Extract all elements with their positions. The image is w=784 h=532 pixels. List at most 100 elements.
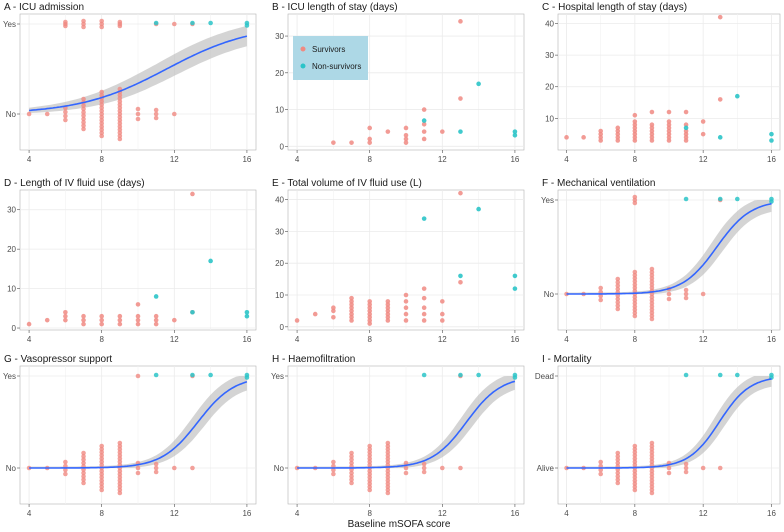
- survivor-point: [615, 286, 621, 292]
- survivor-point: [153, 469, 159, 475]
- survivor-point: [666, 296, 672, 302]
- survivor-point: [385, 129, 391, 134]
- survivor-point: [331, 463, 336, 469]
- survivor-point: [81, 110, 86, 115]
- survivor-point: [440, 318, 445, 323]
- survivor-point: [99, 321, 104, 327]
- survivor-point: [367, 468, 372, 474]
- non-survivor-point: [476, 206, 481, 212]
- panel-F: F - Mechanical ventilation 4 8 12 16 No Yes: [541, 178, 781, 344]
- survivor-point: [63, 317, 68, 323]
- survivor-point: [349, 454, 354, 459]
- survivor-point: [598, 131, 603, 137]
- survivor-point: [135, 111, 141, 117]
- survivor-point: [349, 470, 354, 476]
- survivor-point: [403, 470, 409, 476]
- non-survivor-point: [717, 135, 723, 140]
- survivor-point: [683, 291, 689, 297]
- survivor-point: [367, 475, 372, 480]
- survivor-point: [367, 308, 372, 314]
- survivor-point: [81, 474, 86, 479]
- confidence-ribbon: [566, 200, 772, 294]
- survivor-point: [81, 470, 86, 476]
- non-survivor-point: [717, 196, 723, 202]
- survivor-point: [458, 96, 463, 101]
- survivor-point: [615, 480, 621, 486]
- survivor-point: [385, 305, 391, 311]
- survivor-point: [632, 453, 638, 458]
- survivor-point: [632, 468, 638, 474]
- survivor-point: [349, 140, 354, 145]
- x-tick-label: 16: [767, 335, 776, 344]
- x-tick-label: 8: [633, 335, 638, 344]
- y-tick-label: 30: [275, 32, 284, 41]
- survivor-point: [458, 279, 463, 285]
- survivor-point: [615, 280, 621, 285]
- survivor-point: [99, 89, 104, 95]
- non-survivor-point: [153, 294, 159, 299]
- survivor-point: [632, 294, 638, 300]
- panel-title: E - Total volume of IV fluid use (L): [272, 178, 422, 189]
- survivor-point: [632, 275, 638, 281]
- survivor-point: [615, 477, 621, 482]
- survivor-point: [683, 138, 689, 143]
- non-survivor-point: [512, 129, 518, 134]
- survivor-point: [598, 293, 603, 299]
- survivor-point: [99, 478, 104, 483]
- x-tick-label: 4: [564, 155, 569, 164]
- survivor-point: [81, 103, 86, 108]
- survivor-point: [99, 99, 104, 104]
- survivor-point: [99, 459, 104, 465]
- y-tick-label: 0: [12, 324, 17, 333]
- panel-title: I - Mortality: [542, 354, 591, 365]
- panel-title: H - Haemofiltration: [272, 354, 355, 365]
- survivor-point: [385, 311, 391, 317]
- non-survivor-point: [458, 273, 463, 279]
- survivor-point: [349, 295, 354, 301]
- survivor-point: [632, 128, 638, 134]
- survivor-point: [598, 135, 603, 140]
- y-tick-label: 30: [545, 51, 554, 60]
- survivor-point: [349, 480, 354, 486]
- panel-title: A - ICU admission: [4, 2, 84, 13]
- x-tick-label: 4: [27, 335, 32, 344]
- survivor-point: [367, 318, 372, 323]
- panel-I: I - Mortality 4 8 12 16 Alive Dead: [535, 354, 781, 518]
- survivor-point: [99, 453, 104, 458]
- survivor-point: [440, 311, 445, 317]
- survivor-point: [367, 446, 372, 452]
- survivor-point: [99, 462, 104, 468]
- non-survivor-point: [421, 372, 427, 378]
- y-tick-label: 40: [275, 196, 284, 205]
- x-tick-label: 16: [767, 155, 776, 164]
- survivor-point: [153, 111, 159, 117]
- survivor-point: [683, 469, 689, 475]
- survivor-point: [403, 140, 409, 145]
- survivor-point: [666, 109, 672, 115]
- survivor-point: [367, 481, 372, 487]
- survivor-point: [598, 471, 603, 477]
- x-axis-label: Baseline mSOFA score: [348, 519, 451, 530]
- non-survivor-point: [769, 138, 774, 143]
- survivor-point: [99, 105, 104, 111]
- survivor-point: [349, 460, 354, 466]
- logistic-fit-line: [29, 381, 248, 469]
- survivor-point: [632, 313, 638, 319]
- survivor-point: [403, 465, 409, 471]
- survivor-point: [81, 126, 86, 132]
- non-survivor-point: [153, 372, 159, 378]
- survivor-point: [153, 107, 159, 113]
- survivor-point: [615, 470, 621, 476]
- survivor-point: [717, 465, 723, 471]
- panel-A: A - ICU admission 4 8 12 16 No Yes: [3, 2, 257, 164]
- survivor-point: [81, 116, 86, 122]
- survivor-point: [99, 127, 104, 133]
- x-tick-label: 16: [242, 155, 251, 164]
- logistic-fit-line: [29, 35, 248, 112]
- survivor-point: [81, 460, 86, 466]
- survivor-point: [440, 465, 445, 471]
- survivor-point: [153, 465, 159, 471]
- y-tick-label: No: [274, 464, 285, 473]
- survivor-point: [190, 191, 195, 197]
